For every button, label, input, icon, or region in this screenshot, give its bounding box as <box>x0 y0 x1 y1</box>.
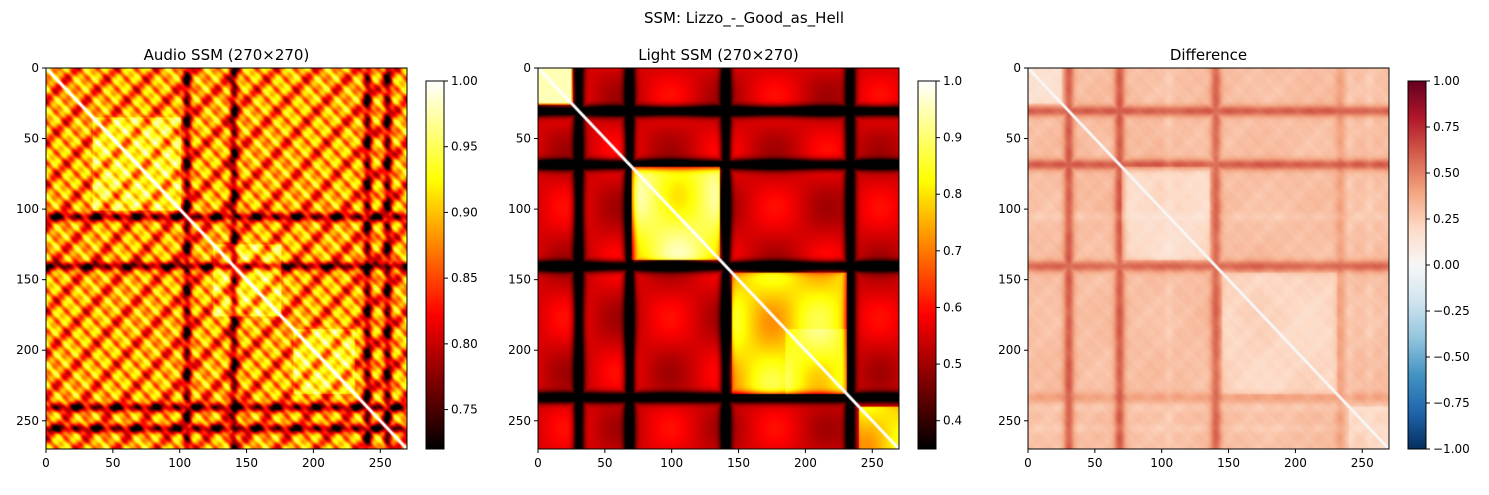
x-tick-label: 200 <box>1284 456 1307 470</box>
y-tick-label: 150 <box>998 273 1021 287</box>
colorbar-tick-label: −1.00 <box>1433 442 1470 456</box>
x-tick-label: 0 <box>534 456 542 470</box>
x-tick-label: 0 <box>42 456 50 470</box>
y-tick-label: 100 <box>16 202 39 216</box>
colorbar-gradient <box>918 81 936 449</box>
y-tick-label: 50 <box>24 132 39 146</box>
x-tick-label: 150 <box>727 456 750 470</box>
x-tick-label: 150 <box>235 456 258 470</box>
colorbar-tick-label: 0.7 <box>943 244 962 258</box>
colorbar-tick-label: 0.4 <box>943 414 962 428</box>
colorbar-tick-label: 0.80 <box>451 337 478 351</box>
panel-title: Audio SSM (270×270) <box>144 46 310 64</box>
panels: Audio SSM (270×270) 0 50 100 150 200 250 0 50 100… <box>16 46 1470 470</box>
y-tick-label: 50 <box>1006 132 1021 146</box>
colorbar-tick-label: 0.85 <box>451 271 478 285</box>
heatmap-image <box>46 68 407 449</box>
x-tick-label: 50 <box>105 456 120 470</box>
colorbar-tick-label: 0.75 <box>451 403 478 417</box>
y-tick-label: 100 <box>998 202 1021 216</box>
x-tick-label: 200 <box>794 456 817 470</box>
x-tick-label: 250 <box>1351 456 1374 470</box>
x-tick-label: 0 <box>1024 456 1032 470</box>
y-tick-label: 0 <box>31 61 39 75</box>
colorbar-tick-label: −0.50 <box>1433 350 1470 364</box>
colorbar-tick-label: −0.25 <box>1433 304 1470 318</box>
colorbar-tick-label: 0.8 <box>943 187 962 201</box>
x-tick-label: 200 <box>302 456 325 470</box>
y-tick-label: 150 <box>16 273 39 287</box>
colorbar-tick-label: 0.9 <box>943 131 962 145</box>
x-tick-label: 100 <box>660 456 683 470</box>
y-tick-label: 200 <box>998 343 1021 357</box>
colorbar-tick-label: 0.75 <box>1433 120 1460 134</box>
panel-3: Difference 0 50 100 150 200 250 0 50 100 150 200 250… <box>998 46 1470 470</box>
y-tick-label: 250 <box>508 414 531 428</box>
x-tick-label: 50 <box>1087 456 1102 470</box>
panel-2: Light SSM (270×270) 0 50 100 150 200 250 0 50 100… <box>508 46 962 470</box>
heatmap-image <box>1028 68 1389 449</box>
y-tick-label: 250 <box>998 414 1021 428</box>
y-tick-label: 0 <box>1013 61 1021 75</box>
colorbar-tick-label: 1.00 <box>1433 74 1460 88</box>
y-tick-label: 100 <box>508 202 531 216</box>
panel-title: Light SSM (270×270) <box>638 46 799 64</box>
colorbar-tick-label: 0.95 <box>451 140 478 154</box>
colorbar-frame <box>425 80 445 450</box>
x-tick-label: 50 <box>597 456 612 470</box>
colorbar-gradient <box>1408 81 1426 449</box>
colorbar-tick-label: 0.5 <box>943 357 962 371</box>
colorbar-gradient <box>426 81 444 449</box>
colorbar-tick-label: 0.50 <box>1433 166 1460 180</box>
colorbar-tick-label: 0.25 <box>1433 212 1460 226</box>
colorbar-tick-label: 0.90 <box>451 205 478 219</box>
heatmap-image <box>538 68 899 449</box>
colorbar-tick-label: 1.00 <box>451 74 478 88</box>
y-tick-label: 50 <box>516 132 531 146</box>
figure-suptitle: SSM: Lizzo_-_Good_as_Hell <box>644 9 844 28</box>
axes-frame <box>537 67 900 450</box>
axes-frame <box>1027 67 1390 450</box>
axes-frame <box>45 67 408 450</box>
y-tick-label: 200 <box>16 343 39 357</box>
x-tick-label: 250 <box>861 456 884 470</box>
x-tick-label: 250 <box>369 456 392 470</box>
panel-1: Audio SSM (270×270) 0 50 100 150 200 250 0 50 100… <box>16 46 478 470</box>
colorbar-tick-label: 0.00 <box>1433 258 1460 272</box>
x-tick-label: 100 <box>168 456 191 470</box>
y-tick-label: 0 <box>523 61 531 75</box>
panel-title: Difference <box>1170 46 1247 64</box>
colorbar-frame <box>917 80 937 450</box>
y-tick-label: 150 <box>508 273 531 287</box>
colorbar-tick-label: 0.6 <box>943 300 962 314</box>
x-tick-label: 100 <box>1150 456 1173 470</box>
colorbar-tick-label: −0.75 <box>1433 396 1470 410</box>
x-tick-label: 150 <box>1217 456 1240 470</box>
colorbar-tick-label: 1.0 <box>943 74 962 88</box>
y-tick-label: 200 <box>508 343 531 357</box>
y-tick-label: 250 <box>16 414 39 428</box>
